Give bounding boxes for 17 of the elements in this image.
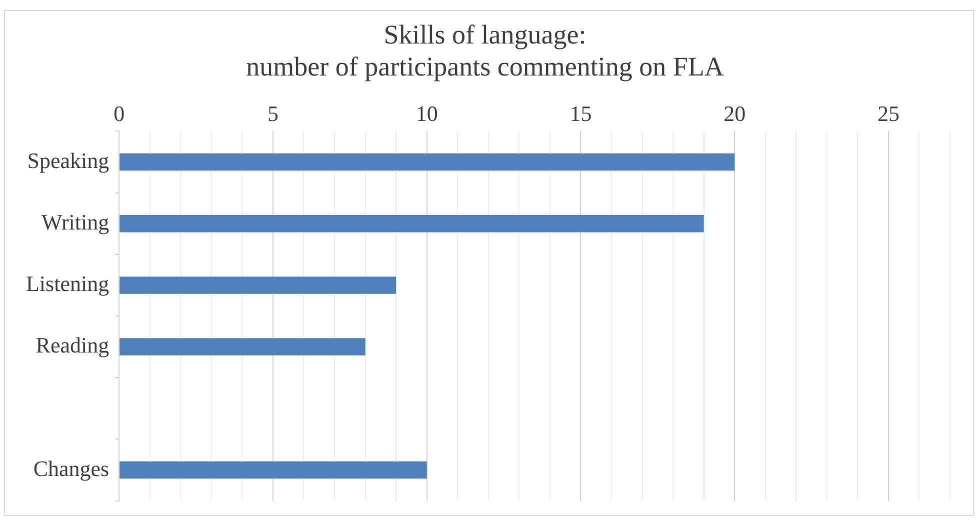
bar: [120, 338, 366, 356]
bar: [120, 276, 396, 294]
y-tick-label: Listening: [26, 270, 110, 296]
x-tick-label: 20: [724, 100, 746, 126]
y-tick-label: Speaking: [27, 148, 110, 173]
chart-title: Skills of language: number of participants commenting on FLA: [246, 19, 724, 82]
x-tick-label: 0: [114, 100, 125, 126]
y-tick-label: Changes: [33, 456, 110, 481]
x-tick-label: 5: [267, 100, 278, 126]
y-tick-label: Reading: [36, 332, 110, 358]
x-tick-label: 25: [877, 100, 900, 126]
x-tick-label: 10: [416, 100, 438, 126]
y-tick-label: Writing: [42, 209, 110, 234]
x-tick-label: 15: [570, 100, 592, 126]
bar: [120, 461, 427, 479]
bar: [120, 214, 704, 232]
bar: [120, 153, 735, 171]
